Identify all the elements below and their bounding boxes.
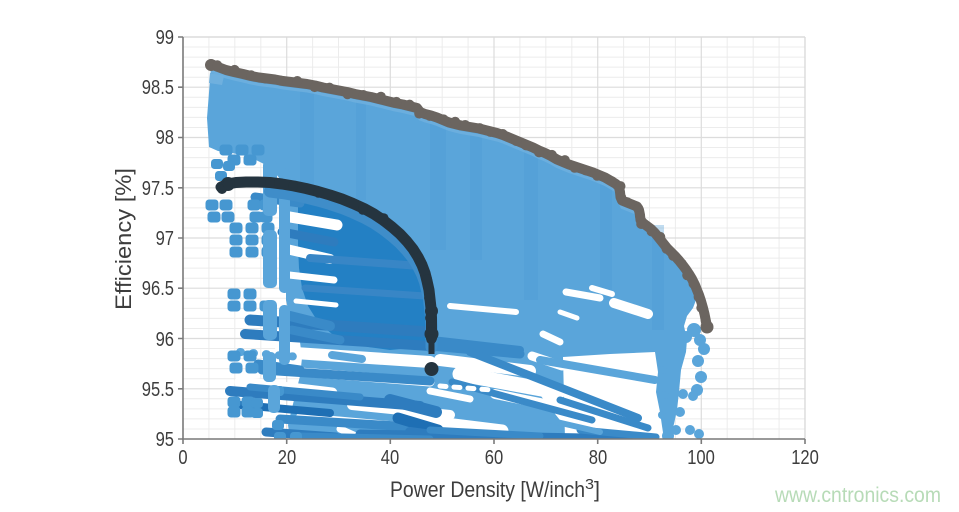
svg-text:20: 20 <box>278 447 296 469</box>
svg-text:]: ] <box>594 477 600 502</box>
svg-text:3: 3 <box>585 476 594 493</box>
svg-text:97.5: 97.5 <box>142 178 174 200</box>
svg-text:60: 60 <box>485 447 503 469</box>
svg-text:96.5: 96.5 <box>142 278 174 300</box>
svg-text:95.5: 95.5 <box>142 379 174 401</box>
svg-text:www.cntronics.com: www.cntronics.com <box>774 484 941 507</box>
svg-text:98.5: 98.5 <box>142 77 174 99</box>
svg-text:120: 120 <box>791 447 819 469</box>
svg-text:99: 99 <box>156 27 174 49</box>
svg-text:95: 95 <box>156 429 174 451</box>
svg-text:97: 97 <box>156 228 174 250</box>
svg-text:0: 0 <box>178 447 187 469</box>
svg-text:96: 96 <box>156 329 174 351</box>
svg-text:Power Density [W/inch: Power Density [W/inch <box>390 477 585 502</box>
svg-text:40: 40 <box>381 447 399 469</box>
svg-text:80: 80 <box>589 447 607 469</box>
svg-text:98: 98 <box>156 127 174 149</box>
svg-text:Efficiency [%]: Efficiency [%] <box>111 168 136 310</box>
svg-text:100: 100 <box>687 447 715 469</box>
